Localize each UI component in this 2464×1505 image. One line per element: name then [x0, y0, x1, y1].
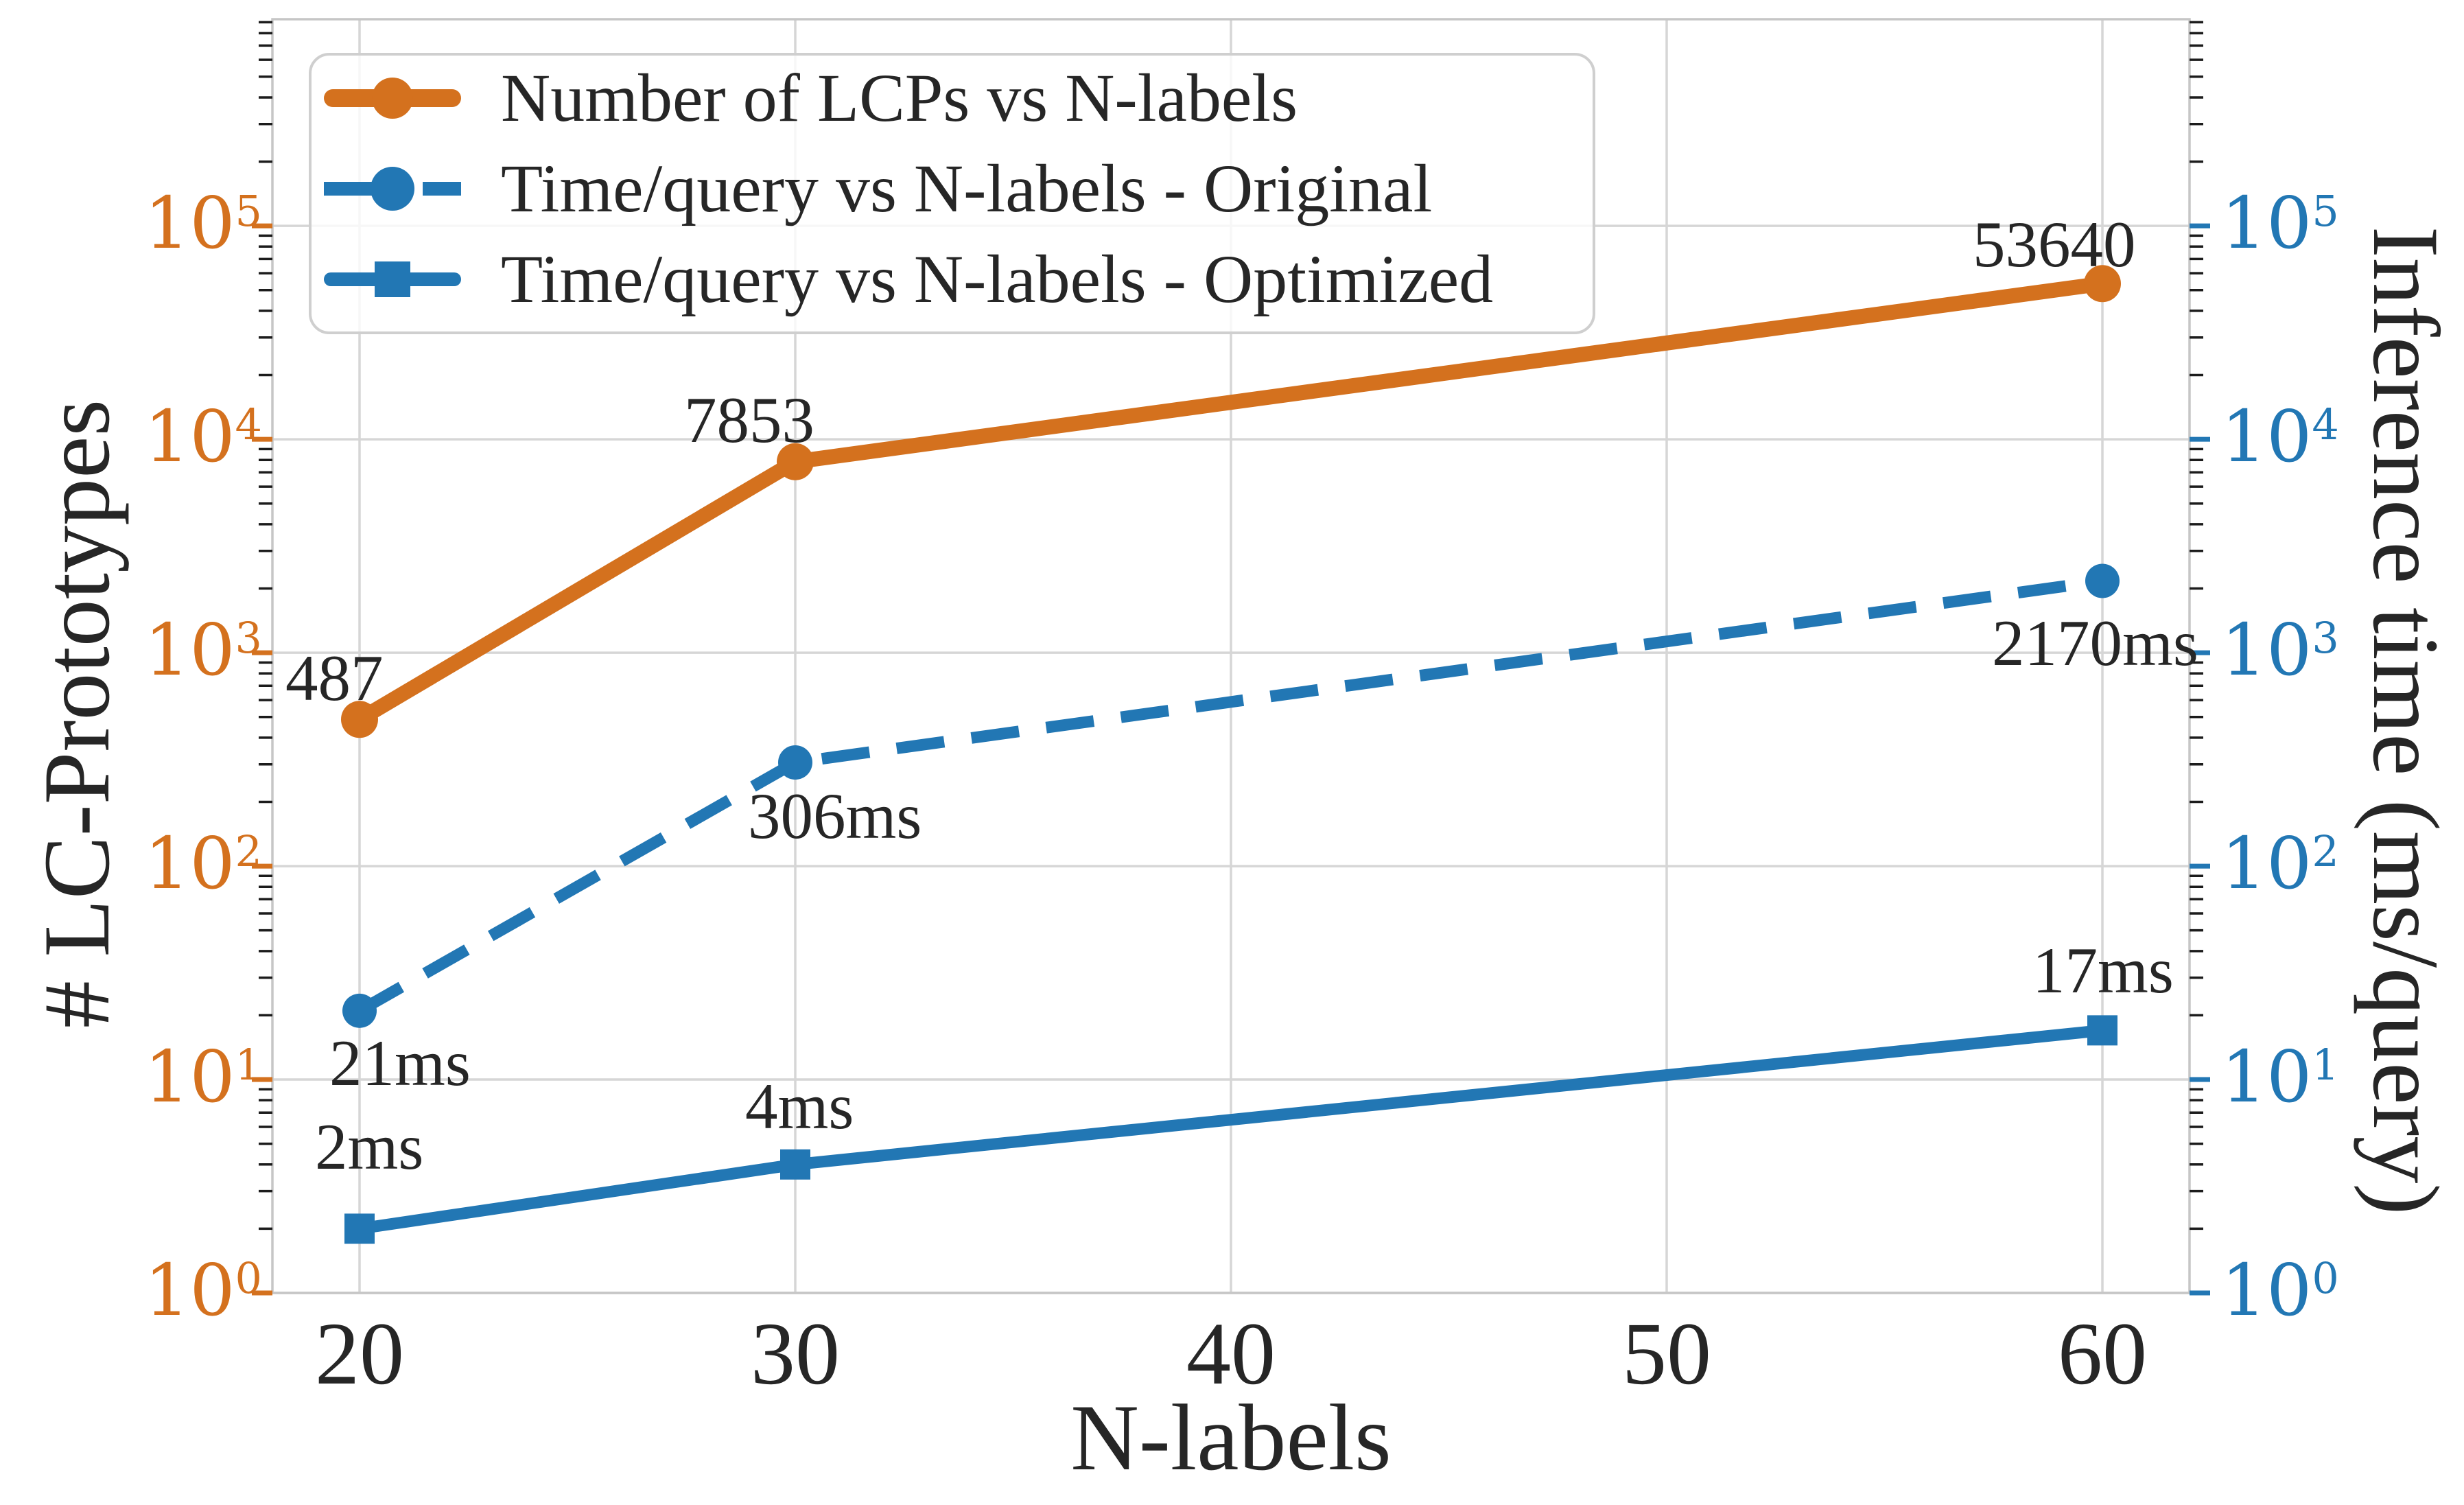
legend-label: Number of LCPs vs N-labels	[501, 60, 1298, 136]
y-tick-label: 100	[144, 1248, 262, 1332]
y-tick-label: 102	[144, 821, 262, 905]
y-tick-label: 103	[2221, 607, 2339, 692]
x-tick-label: 20	[315, 1305, 404, 1403]
point-label: 2170ms	[1992, 607, 2198, 680]
y-tick-label: 103	[144, 607, 262, 692]
x-tick-label: 60	[2058, 1305, 2147, 1403]
legend-marker-solid-square-blue-icon	[324, 255, 461, 304]
y-axis-label-left: # LC-Prototypes	[24, 399, 129, 1029]
point-label: 4ms	[745, 1069, 854, 1143]
legend: Number of LCPs vs N-labels Time/query vs…	[309, 53, 1595, 334]
y-axis-label-right: Inference time (ms/query)	[2354, 226, 2459, 1215]
point-label: 17ms	[2032, 934, 2174, 1007]
y-tick-label: 104	[2221, 394, 2339, 478]
y-tick-label: 105	[144, 180, 262, 265]
point-label: 53640	[1973, 208, 2136, 281]
x-tick-label: 30	[751, 1305, 840, 1403]
legend-label: Time/query vs N-labels - Optimized	[501, 241, 1494, 317]
legend-item-optimized: Time/query vs N-labels - Optimized	[324, 245, 1493, 314]
x-tick-label: 40	[1186, 1305, 1276, 1403]
point-label: 2ms	[315, 1110, 424, 1184]
legend-marker-dashed-circle-blue-icon	[324, 164, 461, 213]
point-label: 7853	[684, 383, 814, 456]
point-label: 306ms	[748, 780, 922, 853]
legend-label: Time/query vs N-labels - Original	[501, 150, 1433, 226]
x-tick-label: 50	[1622, 1305, 1711, 1403]
legend-item-lcps: Number of LCPs vs N-labels	[324, 64, 1298, 132]
point-label: 21ms	[329, 1026, 471, 1099]
y-tick-label: 105	[2221, 180, 2339, 265]
point-label: 487	[285, 642, 384, 715]
y-tick-label: 104	[144, 394, 262, 478]
x-axis-label: N-labels	[1070, 1385, 1392, 1490]
legend-marker-solid-circle-orange-icon	[324, 73, 461, 123]
y-tick-label: 100	[2221, 1248, 2339, 1332]
y-tick-label: 101	[144, 1034, 262, 1119]
y-tick-label: 101	[2221, 1034, 2339, 1119]
legend-item-original: Time/query vs N-labels - Original	[324, 154, 1432, 223]
y-tick-label: 102	[2221, 821, 2339, 905]
